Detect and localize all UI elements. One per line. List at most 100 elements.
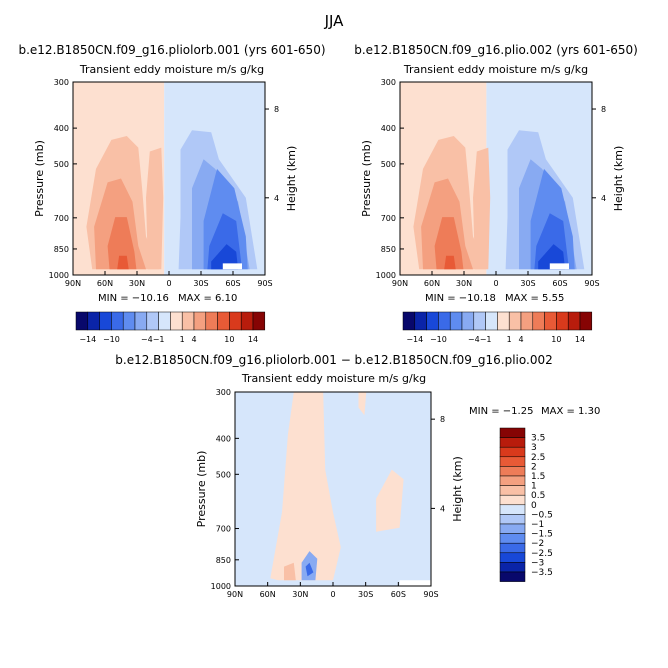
min-value: MIN = −1.25 bbox=[469, 406, 533, 417]
contour-r3 bbox=[434, 217, 464, 270]
colorbar-label: −10 bbox=[430, 335, 447, 344]
contour-r1b bbox=[473, 147, 491, 270]
colorbar-swatch bbox=[499, 494, 526, 506]
colorbar-label: −1 bbox=[480, 335, 492, 344]
x-tick-label: 90S bbox=[584, 279, 599, 288]
contour-r4 bbox=[117, 255, 129, 270]
x-tick-label: 90N bbox=[227, 590, 243, 599]
colorbar-label: −2.5 bbox=[531, 549, 553, 559]
colorbar-label: −2 bbox=[531, 539, 544, 549]
contour-fill bbox=[400, 82, 592, 275]
y-tick-label: 1000 bbox=[49, 271, 69, 280]
colorbar-swatch bbox=[426, 311, 439, 331]
colorbar-label: 0.5 bbox=[531, 491, 545, 501]
colorbar-label: −1 bbox=[531, 520, 544, 530]
colorbar-label: 4 bbox=[191, 335, 196, 344]
y2-axis-label: Height (km) bbox=[285, 146, 298, 212]
y2-tick-label: 8 bbox=[440, 415, 445, 424]
y2-tick-label: 4 bbox=[274, 194, 279, 203]
contour-r1 bbox=[284, 562, 296, 581]
colorbar-label: −1.5 bbox=[531, 530, 553, 540]
y-tick-label: 1000 bbox=[211, 582, 231, 591]
colorbar-swatch bbox=[499, 475, 526, 486]
colorbar-label: −14 bbox=[79, 335, 96, 344]
x-tick-label: 30N bbox=[456, 279, 472, 288]
missing-region bbox=[399, 580, 431, 586]
y-tick-label: 400 bbox=[216, 434, 231, 443]
plot-title: b.e12.B1850CN.f09_g16.pliolorb.001 (yrs … bbox=[18, 43, 325, 57]
contour-r3 bbox=[107, 217, 137, 270]
positive-region bbox=[270, 392, 341, 581]
max-value: MAX = 5.55 bbox=[505, 293, 564, 304]
x-tick-label: 90N bbox=[392, 279, 408, 288]
colorbar-swatch bbox=[499, 571, 526, 582]
colorbar-swatch bbox=[75, 311, 89, 331]
plot-title: b.e12.B1850CN.f09_g16.pliolorb.001 − b.e… bbox=[115, 353, 552, 367]
min-value: MIN = −10.16 bbox=[98, 293, 169, 304]
x-tick-label: 60N bbox=[424, 279, 440, 288]
colorbar-swatch bbox=[111, 311, 124, 331]
colorbar-swatch bbox=[229, 311, 242, 331]
colorbar-label: 1 bbox=[507, 335, 512, 344]
figure-title: JJA bbox=[324, 12, 344, 30]
x-tick-label: 60N bbox=[260, 590, 276, 599]
colorbar-label: 4 bbox=[518, 335, 523, 344]
colorbar-swatch bbox=[544, 311, 557, 331]
colorbar-swatch bbox=[532, 311, 545, 331]
x-tick-label: 90S bbox=[423, 590, 438, 599]
y-tick-label: 400 bbox=[381, 124, 396, 133]
contour-r1b bbox=[146, 147, 164, 270]
colorbar-label: 1.5 bbox=[531, 472, 545, 482]
colorbar-label: 10 bbox=[551, 335, 561, 344]
y-tick-label: 700 bbox=[54, 214, 69, 223]
x-tick-label: 0 bbox=[493, 279, 498, 288]
y2-tick-label: 8 bbox=[601, 105, 606, 114]
contour-b5 bbox=[538, 244, 566, 270]
colorbar-label: 10 bbox=[224, 335, 234, 344]
y-tick-label: 500 bbox=[216, 470, 231, 479]
colorbar-swatch bbox=[499, 427, 526, 438]
y-tick-label: 700 bbox=[381, 214, 396, 223]
positive-patch bbox=[376, 469, 404, 532]
contour-fill bbox=[235, 392, 431, 586]
y-tick-label: 300 bbox=[54, 78, 69, 87]
colorbar-label: −3 bbox=[531, 558, 544, 568]
colorbar-swatch bbox=[497, 311, 510, 331]
y-axis-label: Pressure (mb) bbox=[195, 451, 208, 528]
contour-b2 bbox=[305, 562, 314, 577]
x-tick-label: 60S bbox=[225, 279, 240, 288]
colorbar-swatch bbox=[473, 311, 486, 331]
colorbar-swatch bbox=[485, 311, 498, 331]
colorbar-swatch bbox=[520, 311, 534, 331]
y-tick-label: 400 bbox=[54, 124, 69, 133]
colorbar-label: 0 bbox=[531, 501, 537, 511]
positive-strip bbox=[358, 392, 367, 416]
x-tick-label: 30N bbox=[292, 590, 308, 599]
colorbar-label: −1 bbox=[153, 335, 165, 344]
y-tick-label: 500 bbox=[381, 160, 396, 169]
colorbar-label: 14 bbox=[575, 335, 585, 344]
colorbar-swatch bbox=[499, 446, 526, 458]
colorbar-swatch bbox=[499, 542, 526, 554]
colorbar-swatch bbox=[499, 485, 526, 496]
y-tick-label: 300 bbox=[381, 78, 396, 87]
colorbar-swatch bbox=[414, 311, 427, 331]
colorbar-swatch bbox=[449, 311, 463, 331]
plot-subtitle: Transient eddy moisture m/s g/kg bbox=[403, 63, 588, 76]
colorbar-swatch bbox=[170, 311, 183, 331]
y-tick-label: 500 bbox=[54, 160, 69, 169]
colorbar-swatch bbox=[499, 437, 526, 448]
y-tick-label: 1000 bbox=[376, 271, 396, 280]
colorbar-label: 2.5 bbox=[531, 453, 545, 463]
colorbar-swatch bbox=[567, 311, 581, 331]
missing-region bbox=[222, 263, 242, 270]
x-tick-label: 0 bbox=[330, 590, 335, 599]
colorbar-label: −4 bbox=[468, 335, 480, 344]
colorbar-swatch bbox=[122, 311, 136, 331]
chart-panel-3 bbox=[234, 391, 526, 587]
y-tick-label: 850 bbox=[54, 245, 69, 254]
colorbar-swatch bbox=[240, 311, 254, 331]
colorbar-label: −3.5 bbox=[531, 568, 553, 578]
y-tick-label: 700 bbox=[216, 525, 231, 534]
